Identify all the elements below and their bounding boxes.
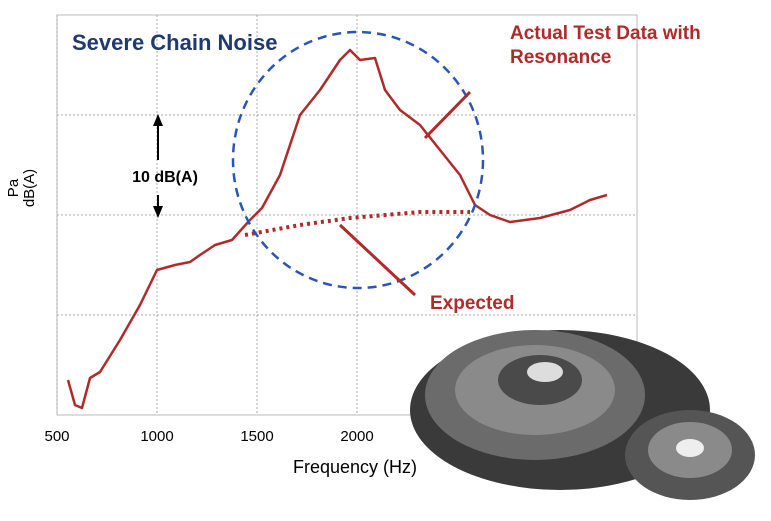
x-tick-label: 1500	[240, 428, 273, 445]
x-tick-label: 2000	[340, 428, 373, 445]
highlight-circle	[233, 32, 483, 288]
page: 500 1000 1500 2000 10 dB(A) Severe Chain No…	[0, 0, 771, 521]
y-axis-label: Pa dB(A)	[6, 158, 38, 218]
chart: 500 1000 1500 2000 10 dB(A) Severe Chain No…	[0, 0, 771, 521]
arrow-head	[153, 114, 163, 126]
chain-picture	[410, 330, 755, 500]
arrow-head	[153, 206, 163, 218]
series-label: Expected	[430, 292, 514, 316]
series-label: Actual Test Data with Resonance	[510, 22, 770, 70]
x-tick-label: 1000	[140, 428, 173, 445]
x-tick-label: 500	[44, 428, 69, 445]
chart-title: Severe Chain Noise	[72, 30, 277, 55]
pointer-actual	[425, 92, 470, 138]
pointer-expected	[340, 225, 415, 295]
x-axis-label: Frequency (Hz)	[293, 457, 417, 477]
scale-annotation: 10 dB(A)	[132, 169, 198, 186]
